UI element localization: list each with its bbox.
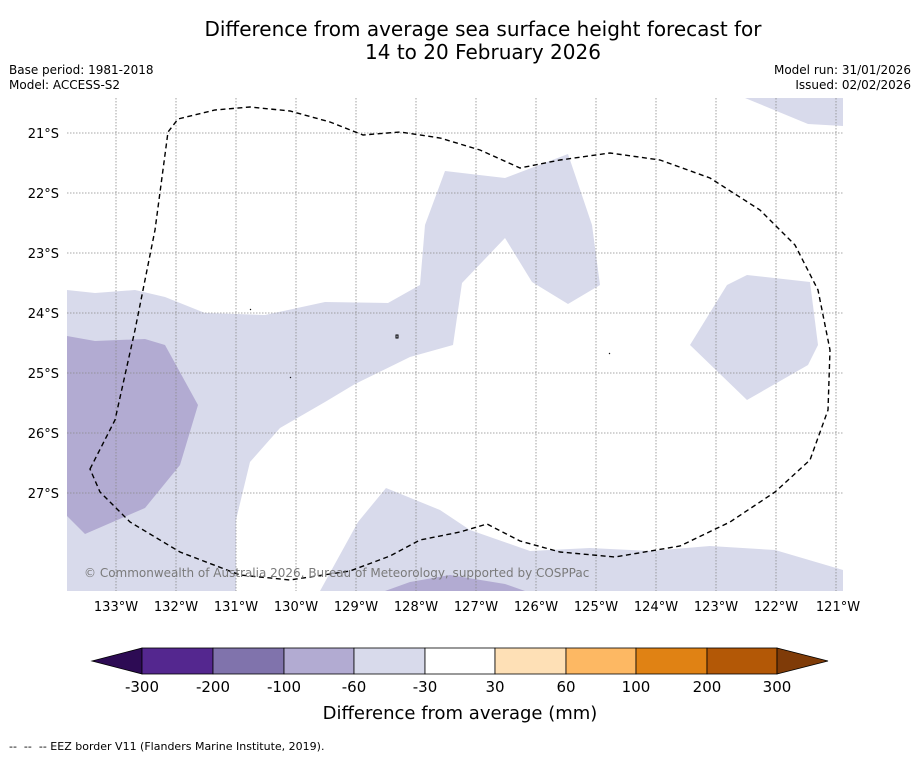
colorbar-swatch: [212, 647, 285, 675]
anomaly-region-light-west: [67, 154, 600, 591]
anomaly-region-light-east: [690, 275, 818, 400]
map-title: Difference from average sea surface heig…: [0, 18, 919, 64]
colorbar-tick: -30: [413, 678, 438, 696]
lon-label: 123°W: [694, 600, 738, 615]
colorbar-tick: -60: [342, 678, 367, 696]
model-name: Model: ACCESS-S2: [9, 78, 121, 92]
colorbar-label: Difference from average (mm): [323, 703, 598, 724]
anomaly-region-light-northeast: [745, 98, 843, 126]
colorbar-swatch: [635, 647, 708, 675]
colorbar-swatch: [283, 647, 355, 675]
lon-label: 124°W: [634, 600, 678, 615]
lat-label: 24°S: [28, 307, 59, 322]
colorbar-tick: 300: [763, 678, 792, 696]
lon-label: 131°W: [214, 600, 258, 615]
lat-label: 25°S: [28, 367, 59, 382]
lon-label: 133°W: [94, 600, 138, 615]
colorbar-tick: 60: [556, 678, 575, 696]
colorbar-tick: -300: [125, 678, 159, 696]
anomaly-region-medium-west: [67, 336, 198, 534]
meta-right: Model run: 31/01/2026 Issued: 02/02/2026: [774, 63, 911, 93]
island-b: [249, 308, 252, 311]
eez-border: [89, 106, 831, 581]
island-a: [395, 334, 399, 339]
lon-label: 127°W: [454, 600, 498, 615]
lon-label: 121°W: [816, 600, 860, 615]
lon-label: 129°W: [334, 600, 378, 615]
lat-label: 23°S: [28, 247, 59, 262]
lon-label: 125°W: [574, 600, 618, 615]
lat-label: 22°S: [28, 187, 59, 202]
colorbar-swatch: [141, 647, 214, 675]
island-d: [608, 352, 611, 355]
meta-left: Base period: 1981-2018 Model: ACCESS-S2: [9, 63, 154, 93]
lat-labels: 21°S 22°S 23°S 24°S 25°S 26°S 27°S: [28, 127, 59, 502]
lon-label: 122°W: [754, 600, 798, 615]
model-run: Model run: 31/01/2026: [773, 63, 911, 77]
colorbar-swatch: [706, 647, 778, 675]
title-line-1: Difference from average sea surface heig…: [204, 17, 762, 41]
anomaly-region-light-south: [320, 488, 843, 591]
colorbar-swatch: [353, 647, 426, 675]
lat-label: 27°S: [28, 487, 59, 502]
gridlines: [67, 98, 843, 591]
islands: [249, 308, 611, 379]
colorbar-tick: 100: [622, 678, 651, 696]
lon-label: 130°W: [274, 600, 318, 615]
anomaly-region-medium-south: [385, 575, 525, 591]
colorbar-tick: -200: [196, 678, 230, 696]
colorbar-swatches: [90, 647, 829, 675]
eez-footnote: -- -- -- EEZ border V11 (Flanders Marine…: [9, 740, 325, 753]
colorbar-tick: 200: [693, 678, 722, 696]
title-line-2: 14 to 20 February 2026: [365, 40, 601, 64]
lon-label: 132°W: [154, 600, 198, 615]
colorbar-swatch: [424, 647, 496, 675]
colorbar: -300 -200 -100 -60 -30 30 60 100 200 300…: [90, 647, 829, 724]
issued-date: Issued: 02/02/2026: [795, 78, 911, 92]
colorbar-ticks: -300 -200 -100 -60 -30 30 60 100 200 300: [125, 678, 791, 696]
colorbar-extend-low: [90, 647, 143, 675]
map-plot-area: © Commonwealth of Australia 2026, Bureau…: [67, 98, 843, 591]
lat-label: 26°S: [28, 427, 59, 442]
colorbar-swatch: [494, 647, 567, 675]
colorbar-tick: 30: [485, 678, 504, 696]
colorbar-extend-high: [776, 647, 829, 675]
colorbar-swatch: [565, 647, 637, 675]
base-period: Base period: 1981-2018: [9, 63, 154, 77]
lon-label: 128°W: [394, 600, 438, 615]
colorbar-tick: -100: [267, 678, 301, 696]
copyright-credit: © Commonwealth of Australia 2026, Bureau…: [84, 566, 589, 580]
island-c: [289, 376, 292, 379]
lon-labels: 133°W 132°W 131°W 130°W 129°W 128°W 127°…: [94, 600, 860, 615]
lon-label: 126°W: [514, 600, 558, 615]
lat-label: 21°S: [28, 127, 59, 142]
